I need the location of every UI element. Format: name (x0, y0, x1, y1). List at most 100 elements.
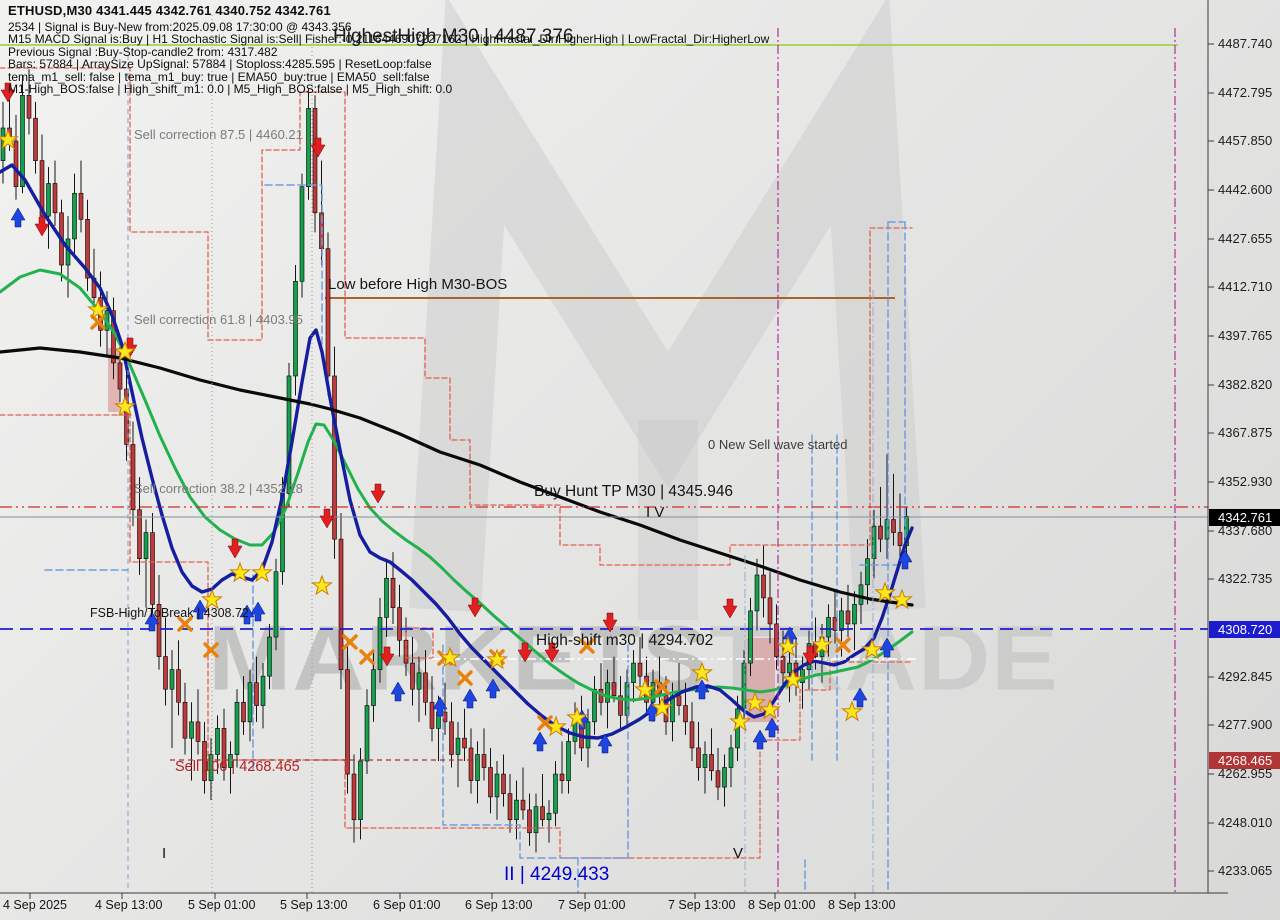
star-signal-icon (114, 340, 136, 362)
price-axis[interactable]: 4487.740 4472.795 4457.850 4442.600 4427.655… (1209, 0, 1280, 893)
star-signal-icon (691, 661, 713, 683)
candle-body (215, 728, 220, 755)
price-axis-label: 4397.765 (1218, 328, 1273, 343)
highlight-zone (108, 348, 120, 412)
candle-body (176, 669, 181, 703)
star-signal-icon (229, 561, 251, 583)
candle-body (182, 701, 188, 739)
candle-body (189, 721, 194, 739)
candle-body (423, 672, 428, 703)
buy-arrow-icon (10, 207, 26, 228)
candle-body (384, 577, 389, 618)
x-mark-icon (203, 642, 219, 658)
candle-body (754, 574, 760, 612)
candle-body (371, 669, 376, 706)
sell-arrow-icon (319, 508, 335, 529)
macd-stoch-line: M15 MACD Signal is:Buy | H1 Stochastic S… (8, 32, 770, 46)
candle-body (332, 375, 337, 540)
candle-body (507, 793, 513, 821)
candle-body (878, 525, 883, 540)
sell-arrow-icon (544, 642, 560, 663)
candle-body (501, 773, 506, 794)
candle-body (683, 705, 688, 723)
fractal-band-blue (264, 184, 323, 346)
time-axis-label: 5 Sep 13:00 (280, 898, 348, 912)
buy-arrow-icon (752, 729, 768, 750)
bars-stoploss-line: Bars: 57884 | ArraySize UpSignal: 57884 … (8, 57, 432, 71)
star-signal-icon (566, 706, 588, 728)
previous-signal-line: Previous Signal :Buy-Stop-candle2 from: … (8, 44, 278, 59)
candle-body (143, 532, 149, 559)
candle-body (767, 597, 773, 625)
candle-body (46, 183, 51, 217)
candle-body (137, 509, 142, 559)
star-signal-icon (759, 698, 781, 720)
candle-body (286, 375, 292, 494)
buy-arrow-icon (462, 688, 478, 709)
buy-arrow-icon (144, 611, 160, 632)
candle-body (839, 610, 844, 631)
ma-green-line (0, 268, 914, 702)
candle-body (891, 519, 896, 533)
star-signal-icon (0, 128, 19, 150)
time-axis[interactable]: 4 Sep 2025 4 Sep 13:00 5 Sep 01:00 5 Sep 13… (0, 895, 1280, 920)
buy-arrow-icon (764, 717, 780, 738)
candle-body (585, 721, 591, 749)
star-signal-icon (634, 678, 656, 700)
star-signal-icon (439, 646, 461, 668)
candle-body (702, 754, 708, 768)
candle-body (351, 773, 357, 821)
highest-high-label: HighestHigh M30 | 4487.376 (333, 26, 574, 47)
candle-body (858, 584, 864, 605)
star-signal-icon (311, 574, 333, 596)
candle-body (299, 186, 305, 282)
candle-body (150, 532, 155, 605)
candle-body (390, 577, 396, 608)
candle-body (481, 754, 487, 768)
candle-body (234, 701, 240, 755)
time-axis-label: 7 Sep 01:00 (558, 898, 626, 912)
candle-body (709, 754, 714, 772)
candle-body (267, 636, 272, 677)
candle-body (605, 682, 610, 703)
x-mark-icon (835, 637, 851, 653)
candle-body (254, 682, 259, 706)
bos-shift-line: M1-High_BOS:false | High_shift_m1: 0.0 |… (8, 82, 453, 96)
candle-body (130, 444, 136, 511)
candle-body (377, 617, 383, 670)
star-signal-icon (874, 581, 896, 603)
candle-body (780, 656, 786, 674)
star-signal-icon (729, 710, 751, 732)
price-axis-label: 4277.900 (1218, 717, 1273, 732)
candle-body (676, 695, 682, 706)
star-signal-icon (891, 588, 913, 610)
sell-arrow-icon (0, 82, 16, 103)
candle-body (787, 662, 792, 674)
x-mark-icon (457, 670, 473, 686)
price-axis-label: 4457.850 (1218, 133, 1273, 148)
candle-body (852, 604, 857, 625)
star-signal-icon (545, 715, 567, 737)
price-axis-label: 4292.845 (1218, 669, 1273, 684)
candle-body (618, 695, 623, 716)
sell-arrow-icon (722, 598, 738, 619)
candle-body (202, 741, 207, 781)
price-tag: 4342.761 (1209, 508, 1280, 526)
candle-body (221, 728, 227, 768)
buy-arrow-icon (597, 733, 613, 754)
price-axis-label: 4412.710 (1218, 279, 1273, 294)
candle-body (228, 754, 233, 768)
candle-body (241, 701, 246, 723)
candle-body (208, 754, 214, 781)
candle-body (52, 183, 58, 214)
candle-body (169, 669, 175, 690)
candle-body (611, 682, 617, 697)
candle-body (689, 721, 695, 749)
price-axis-label: 4472.795 (1218, 85, 1273, 100)
candle-body (871, 525, 877, 559)
candle-body (696, 747, 701, 768)
candle-body (546, 812, 552, 821)
time-axis-label: 4 Sep 13:00 (95, 898, 163, 912)
